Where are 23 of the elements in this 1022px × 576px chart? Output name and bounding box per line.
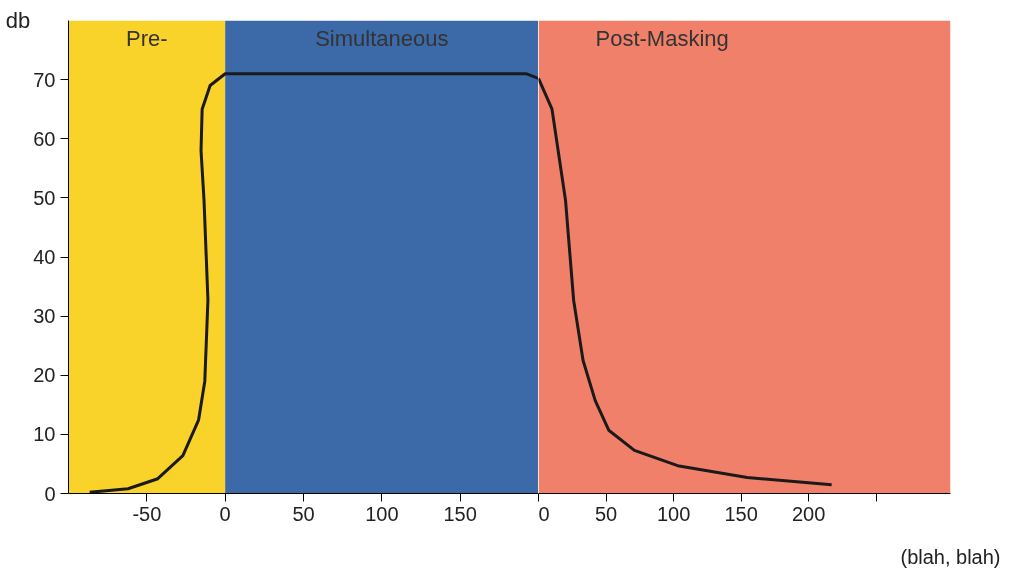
x-axis-title: (blah, blah)	[900, 545, 1001, 568]
band-label: Simultaneous	[315, 25, 449, 51]
x-tick-label: 200	[791, 502, 826, 525]
x-tick-label: 50	[292, 502, 315, 525]
x-tick-label: 0	[219, 502, 231, 525]
y-tick-label: 10	[33, 423, 56, 446]
y-tick-label: 50	[33, 186, 56, 209]
x-tick-label: -50	[132, 502, 162, 525]
y-tick-label: 60	[33, 127, 56, 150]
x-tick-label: 150	[724, 502, 758, 525]
y-tick-label: 70	[33, 68, 56, 91]
y-axis-title: db	[5, 8, 31, 33]
y-tick-label: 30	[33, 305, 56, 328]
band-label: Pre-	[126, 25, 168, 51]
y-tick-label: 0	[44, 482, 56, 505]
x-tick-label: 100	[656, 502, 691, 525]
x-tick-label: 150	[443, 502, 477, 525]
x-tick-label: 0	[538, 502, 550, 525]
x-tick-label: 50	[594, 502, 618, 525]
band-label: Post-Masking	[595, 25, 729, 51]
x-tick-label: 100	[365, 502, 399, 525]
y-tick-label: 20	[33, 364, 56, 387]
y-tick-label: 40	[33, 246, 56, 268]
